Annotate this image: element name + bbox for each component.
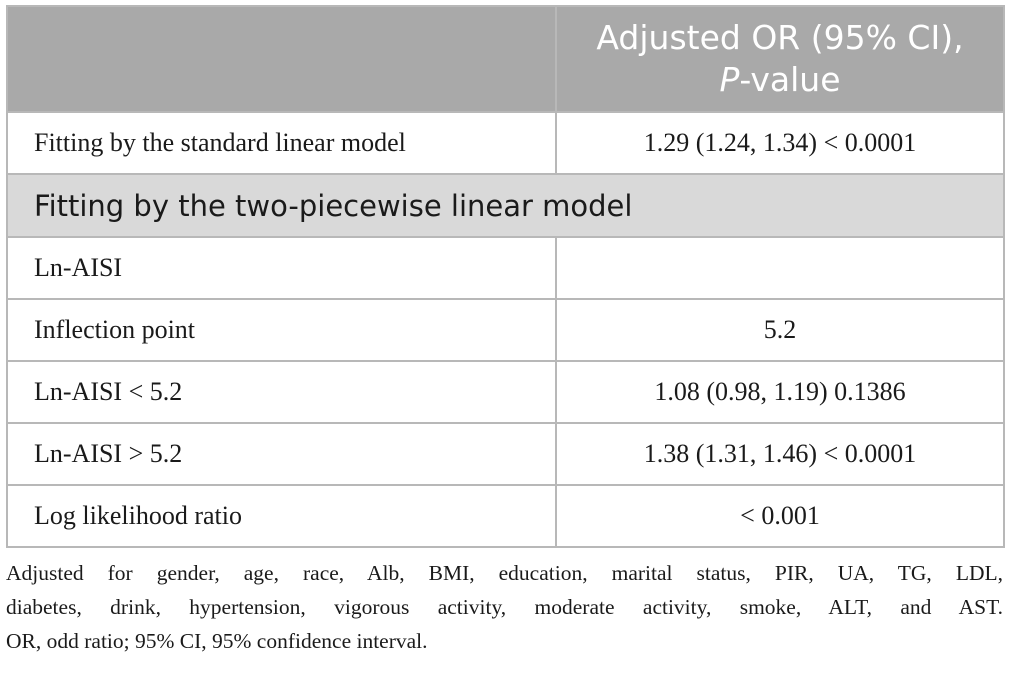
header-p-rest: -value <box>739 60 841 99</box>
row-value <box>555 236 1005 300</box>
row-label: Inflection point <box>6 298 557 362</box>
row-value: 5.2 <box>555 298 1005 362</box>
footnote-line-3: OR, odd ratio; 95% CI, 95% confidence in… <box>6 629 428 653</box>
results-table: Adjusted OR (95% CI), P-value Fitting by… <box>6 5 1005 548</box>
row-label: Ln-AISI > 5.2 <box>6 422 557 486</box>
section-title: Fitting by the two-piecewise linear mode… <box>6 173 1005 238</box>
footnote-line-1: Adjusted for gender, age, race, Alb, BMI… <box>6 561 1003 585</box>
row-value: 1.08 (0.98, 1.19) 0.1386 <box>555 360 1005 424</box>
row-label: Ln-AISI < 5.2 <box>6 360 557 424</box>
header-cell-empty <box>6 5 557 113</box>
table-footnote: Adjusted for gender, age, race, Alb, BMI… <box>6 556 1003 658</box>
table-row: Inflection point 5.2 <box>6 298 1005 362</box>
row-label: Log likelihood ratio <box>6 484 557 548</box>
header-p-italic: P <box>719 60 740 99</box>
row-value: < 0.001 <box>555 484 1005 548</box>
header-line-1: Adjusted OR (95% CI), <box>596 18 964 57</box>
table-row: Fitting by the standard linear model 1.2… <box>6 111 1005 175</box>
section-header-row: Fitting by the two-piecewise linear mode… <box>6 173 1005 238</box>
row-value: 1.29 (1.24, 1.34) < 0.0001 <box>555 111 1005 175</box>
table-header-row: Adjusted OR (95% CI), P-value <box>6 5 1005 113</box>
header-cell-adjusted-or: Adjusted OR (95% CI), P-value <box>555 5 1005 113</box>
table-row: Ln-AISI <box>6 236 1005 300</box>
results-table-container: Adjusted OR (95% CI), P-value Fitting by… <box>6 5 1005 548</box>
row-label: Fitting by the standard linear model <box>6 111 557 175</box>
table-row: Log likelihood ratio < 0.001 <box>6 484 1005 548</box>
footnote-line-2: diabetes, drink, hypertension, vigorous … <box>6 595 1003 619</box>
table-row: Ln-AISI > 5.2 1.38 (1.31, 1.46) < 0.0001 <box>6 422 1005 486</box>
header-line-2: P-value <box>557 59 1003 101</box>
row-label: Ln-AISI <box>6 236 557 300</box>
table-row: Ln-AISI < 5.2 1.08 (0.98, 1.19) 0.1386 <box>6 360 1005 424</box>
row-value: 1.38 (1.31, 1.46) < 0.0001 <box>555 422 1005 486</box>
